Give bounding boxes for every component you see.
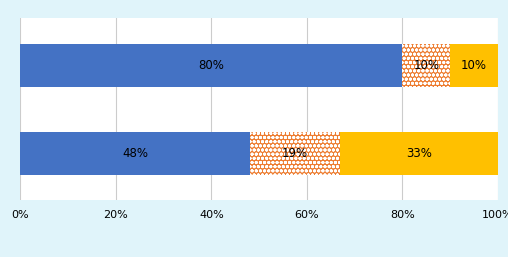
- Text: 10%: 10%: [461, 59, 487, 72]
- Bar: [249, 132, 340, 175]
- Bar: [20, 132, 249, 175]
- Text: 33%: 33%: [406, 147, 432, 160]
- Bar: [20, 44, 402, 87]
- Text: 80%: 80%: [199, 59, 224, 72]
- Bar: [340, 132, 498, 175]
- Text: 48%: 48%: [122, 147, 148, 160]
- Bar: [402, 44, 450, 87]
- Bar: [402, 44, 450, 87]
- Text: 10%: 10%: [413, 59, 439, 72]
- Bar: [450, 44, 498, 87]
- Bar: [450, 44, 498, 87]
- Bar: [340, 132, 498, 175]
- Bar: [249, 132, 340, 175]
- Text: 19%: 19%: [282, 147, 308, 160]
